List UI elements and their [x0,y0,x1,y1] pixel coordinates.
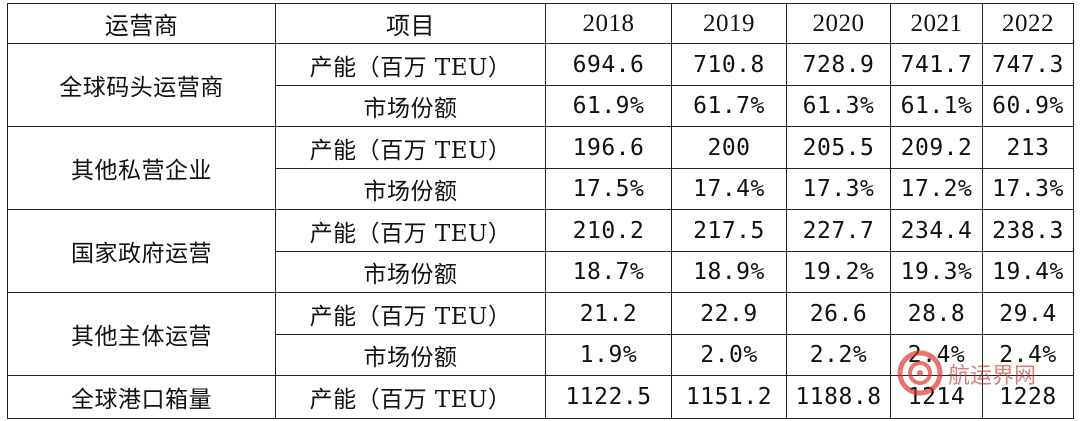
table-row: 其他私营企业 产能（百万 TEU） 196.6 200 205.5 209.2 … [7,126,1074,210]
row-item-label: 产能（百万 TEU） [275,43,546,86]
group-name: 全球码头运营商 [7,43,276,127]
capacity-share-table: 运营商 项目 2018 2019 2020 2021 2022 全球码头运营商 … [7,3,1074,419]
table-cell: 28.8 [890,292,983,335]
table-cell: 200 [671,126,787,169]
row-item-label: 产能（百万 TEU） [275,375,546,419]
table-cell: 17.4% [671,168,787,210]
row-item-label: 市场份额 [275,168,546,210]
table-row: 市场份额 61.9% 61.7% 61.3% 61.1% 60.9% [8,85,1074,127]
table-cell: 18.7% [545,251,672,293]
group-name: 其他私营企业 [7,126,276,210]
table-cell: 728.9 [786,43,891,86]
table-cell: 710.8 [671,43,787,86]
group-name: 国家政府运营 [7,209,276,293]
total-name: 全球港口箱量 [7,375,276,419]
table-cell: 1.9% [545,334,672,376]
table-cell: 1151.2 [671,375,787,419]
table-cell: 217.5 [671,209,787,252]
table-cell: 213 [982,126,1074,169]
header-year-2018: 2018 [545,3,672,44]
header-year-2021: 2021 [890,3,983,44]
table-cell: 17.3% [982,168,1074,210]
table-row: 市场份额 18.7% 18.9% 19.2% 19.3% 19.4% [8,251,1074,293]
table-cell: 19.3% [890,251,983,293]
table-cell: 61.9% [545,85,672,127]
table-row: 国家政府运营 产能（百万 TEU） 210.2 217.5 227.7 234.… [7,209,1074,293]
table-cell: 61.7% [671,85,787,127]
table-cell: 19.4% [982,251,1074,293]
watermark-text: 航运界网 [948,364,1036,389]
header-year-2022: 2022 [982,3,1074,44]
table-cell: 694.6 [545,43,672,86]
row-item-label: 市场份额 [275,334,546,376]
table-cell: 2.2% [786,334,891,376]
row-item-label: 市场份额 [275,85,546,127]
table-cell: 17.3% [786,168,891,210]
header-year-2019: 2019 [671,3,787,44]
row-item-label: 产能（百万 TEU） [275,209,546,252]
header-row: 运营商 项目 2018 2019 2020 2021 2022 [7,3,1074,44]
row-item-label: 产能（百万 TEU） [275,126,546,169]
table-cell: 17.5% [545,168,672,210]
header-operator: 运营商 [7,3,276,44]
total-row: 全球港口箱量 产能（百万 TEU） 1122.5 1151.2 1188.8 1… [7,375,1074,419]
table-cell: 61.1% [890,85,983,127]
row-item-label: 产能（百万 TEU） [275,292,546,335]
watermark-logo: 航运界网 [897,350,1036,396]
table-cell: 17.2% [890,168,983,210]
table-cell: 21.2 [545,292,672,335]
table-cell: 227.7 [786,209,891,252]
table-cell: 61.3% [786,85,891,127]
table-row: 市场份额 1.9% 2.0% 2.2% 2.4% 2.4% [8,334,1074,376]
table-cell: 2.0% [671,334,787,376]
table-row: 其他主体运营 产能（百万 TEU） 21.2 22.9 26.6 28.8 29… [7,292,1074,376]
table-cell: 19.2% [786,251,891,293]
table-cell: 205.5 [786,126,891,169]
row-item-label: 市场份额 [275,251,546,293]
target-icon [897,350,943,396]
table-cell: 29.4 [982,292,1074,335]
group-name: 其他主体运营 [7,292,276,376]
table-cell: 1228 [982,375,1074,419]
table-cell: 60.9% [982,85,1074,127]
table-cell: 741.7 [890,43,983,86]
table-cell: 26.6 [786,292,891,335]
table-row: 全球码头运营商 产能（百万 TEU） 694.6 710.8 728.9 741… [7,43,1074,127]
header-year-2020: 2020 [786,3,891,44]
table-cell: 1188.8 [786,375,891,419]
table-cell: 210.2 [545,209,672,252]
table-cell: 2.4% [982,334,1074,376]
table-cell: 18.9% [671,251,787,293]
table-cell: 196.6 [545,126,672,169]
table-cell: 1122.5 [545,375,672,419]
table-cell: 22.9 [671,292,787,335]
header-item: 项目 [275,3,546,44]
table-cell: 238.3 [982,209,1074,252]
table-cell: 747.3 [982,43,1074,86]
table-cell: 234.4 [890,209,983,252]
table-cell: 209.2 [890,126,983,169]
